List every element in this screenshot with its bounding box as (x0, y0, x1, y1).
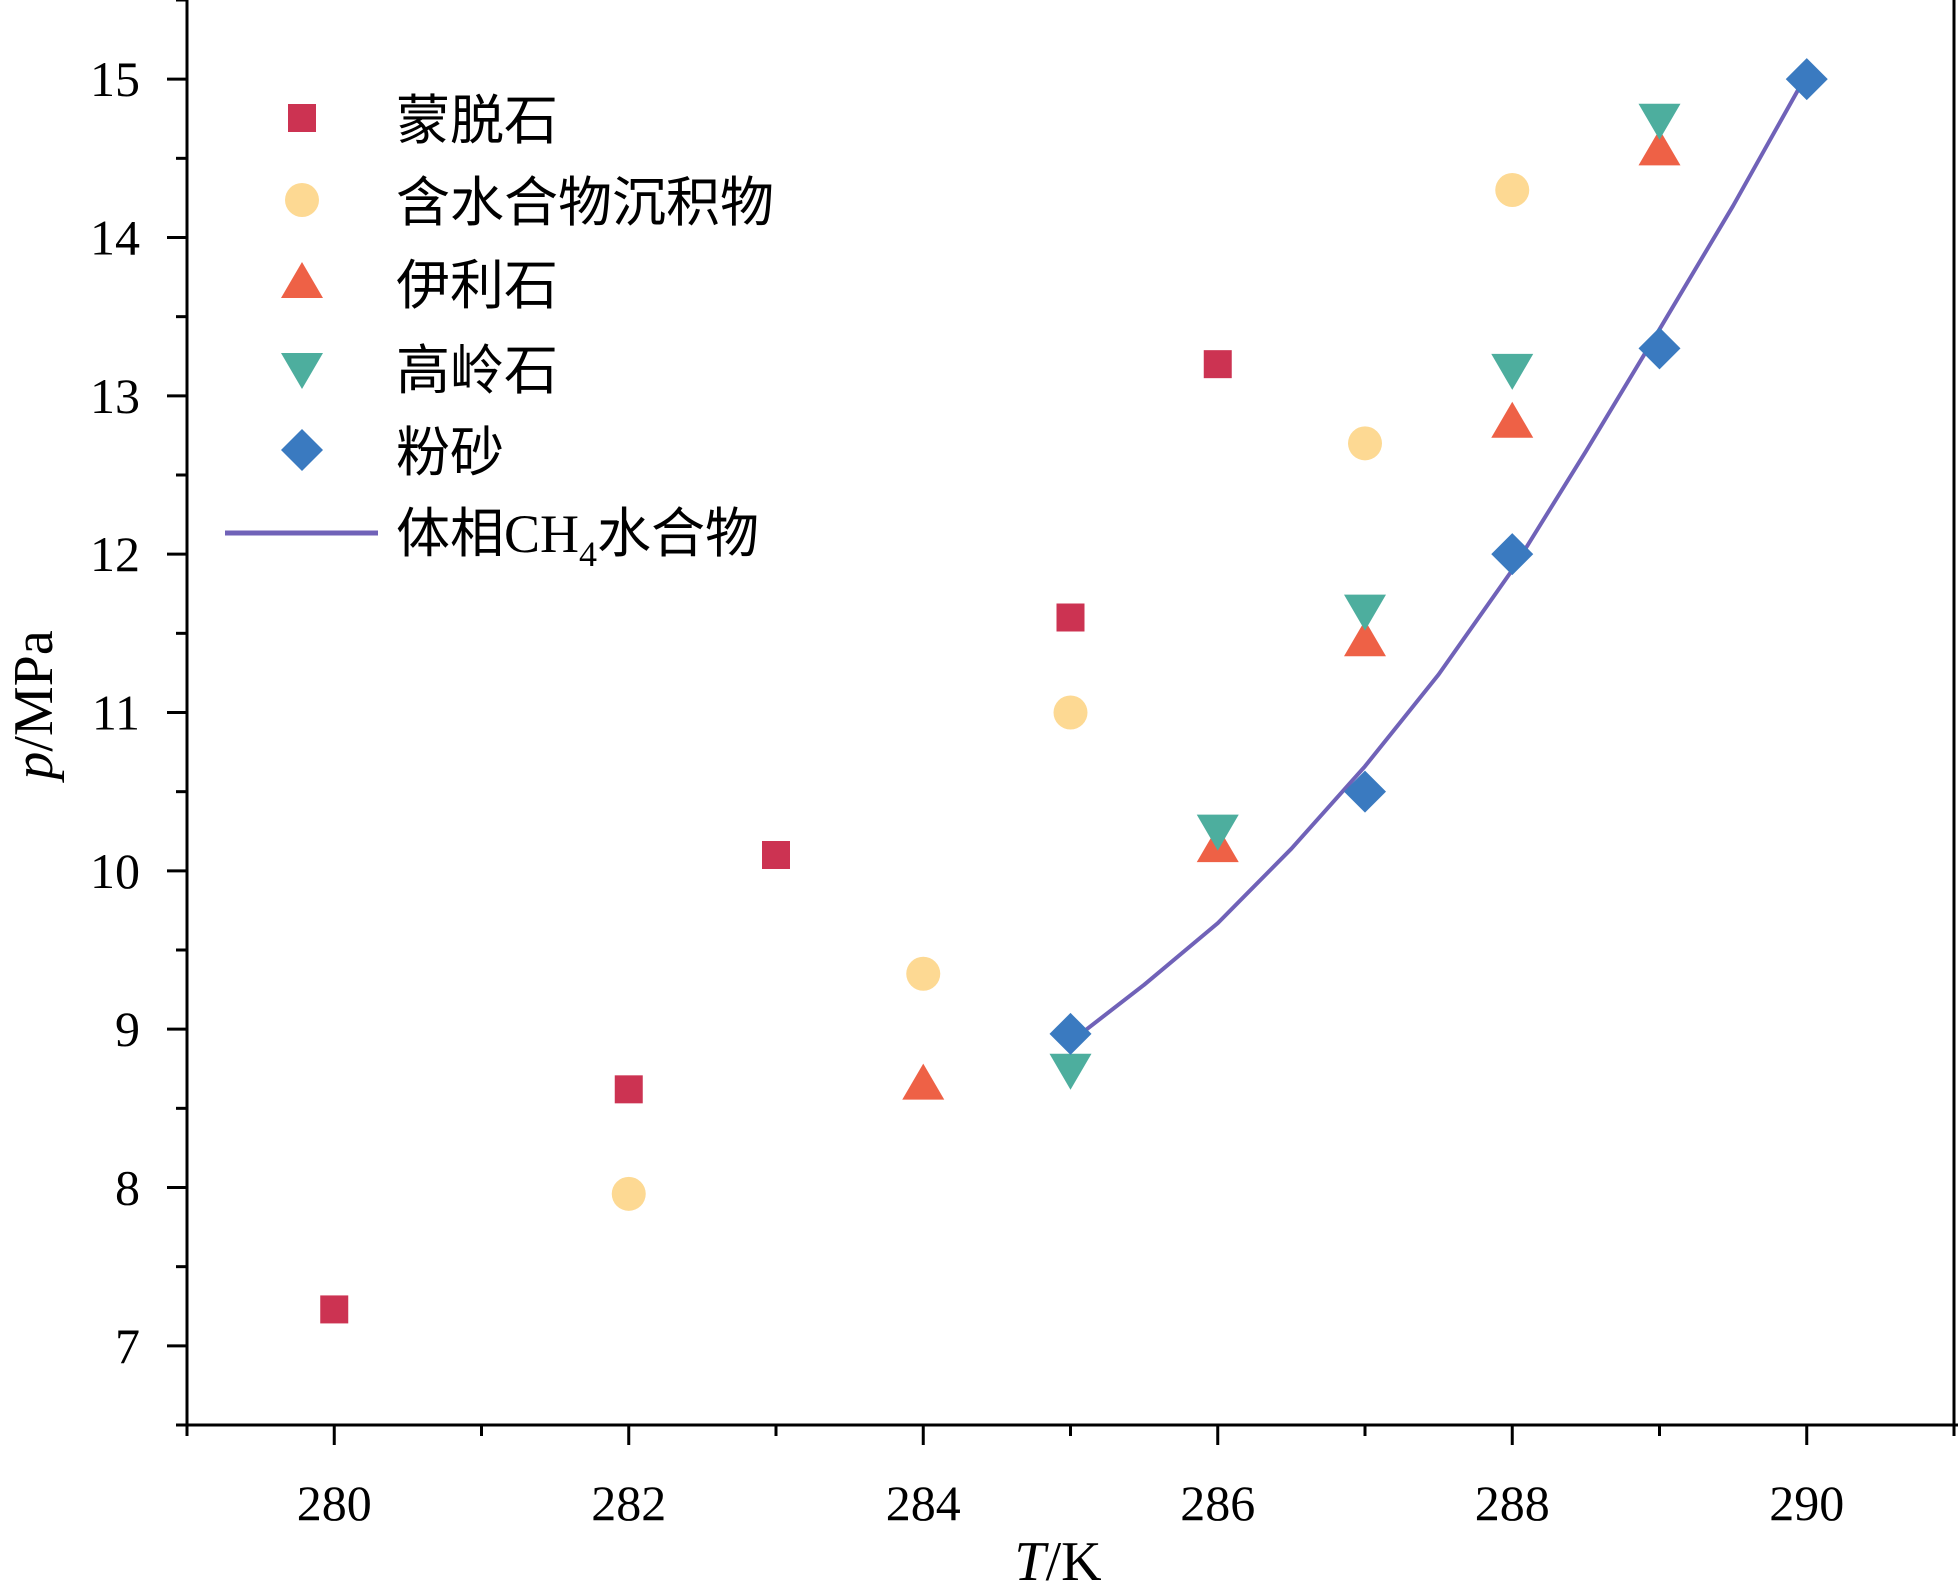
x-ticks: 280 282 284 286 288 290 (185, 1425, 1956, 1531)
data-point-series-3 (1344, 620, 1386, 657)
y-tick-label: 14 (90, 210, 140, 266)
x-tick-label: 284 (886, 1475, 961, 1531)
legend-marker (281, 353, 323, 389)
x-tick-label: 286 (1180, 1475, 1255, 1531)
y-tick-label: 11 (92, 685, 140, 741)
data-point-series-5 (1785, 58, 1828, 101)
y-tick-label: 12 (90, 526, 140, 582)
data-point-series-4 (1491, 353, 1534, 390)
data-point-series-4 (1049, 1053, 1092, 1090)
legend-marker (281, 429, 323, 471)
y-tick-label: 7 (115, 1318, 140, 1374)
x-tick-label: 288 (1475, 1475, 1550, 1531)
data-point-series-2 (1053, 695, 1088, 730)
legend-marker (281, 262, 323, 298)
data-point-series-5 (1344, 770, 1386, 813)
y-tick-label: 8 (115, 1160, 140, 1216)
legend-label: 蒙脱石 (396, 91, 558, 151)
x-axis-label-unit: /K (1046, 1531, 1102, 1587)
data-point-series-1 (1203, 350, 1232, 379)
data-point-series-1 (762, 841, 790, 869)
data-point-series-1 (320, 1295, 349, 1324)
data-point-series-1 (614, 1075, 643, 1104)
data-point-series-4 (1638, 103, 1681, 140)
y-tick-label: 9 (115, 1001, 140, 1057)
data-point-series-5 (1491, 533, 1534, 576)
data-point-series-4 (1196, 814, 1239, 851)
x-tick-label: 290 (1769, 1475, 1844, 1531)
data-point-series-5 (1049, 1012, 1092, 1055)
legend-marker (285, 183, 319, 217)
data-point-series-2 (1348, 426, 1382, 461)
data-point-series-2 (1495, 173, 1530, 207)
fit-curve-line (1069, 73, 1809, 1044)
legend-label: 含水合物沉积物 (396, 173, 774, 233)
x-tick-label: 282 (591, 1475, 666, 1531)
data-point-series-2 (611, 1176, 646, 1211)
y-tick-label: 10 (90, 843, 140, 899)
legend-label: 高岭石 (396, 341, 558, 401)
legend-label: 粉砂 (396, 423, 504, 483)
y-axis-label: p/MPa (3, 630, 65, 783)
y-axis-label-var: p (3, 752, 65, 784)
data-point-series-1 (1056, 603, 1085, 632)
legend-label-curve: 体相CH4水合物 (396, 504, 759, 574)
data-point-series-2 (906, 956, 941, 991)
y-tick-label: 13 (90, 368, 140, 424)
y-axis-label-unit: /MPa (3, 630, 65, 751)
data-point-series-3 (1638, 129, 1681, 166)
x-tick-label: 280 (297, 1475, 372, 1531)
data-point-series-3 (1491, 401, 1534, 438)
y-tick-label: 15 (90, 51, 140, 107)
x-axis-label-var: T (1014, 1531, 1049, 1587)
data-point-series-5 (1638, 327, 1681, 370)
legend-marker (288, 104, 316, 132)
y-ticks: 7 8 9 10 11 12 13 14 15 (90, 0, 187, 1427)
x-axis-label: T/K (1014, 1531, 1101, 1587)
legend-label: 伊利石 (396, 256, 558, 316)
plot-area (320, 58, 1828, 1324)
data-point-series-3 (902, 1063, 945, 1100)
data-point-series-4 (1344, 594, 1386, 631)
